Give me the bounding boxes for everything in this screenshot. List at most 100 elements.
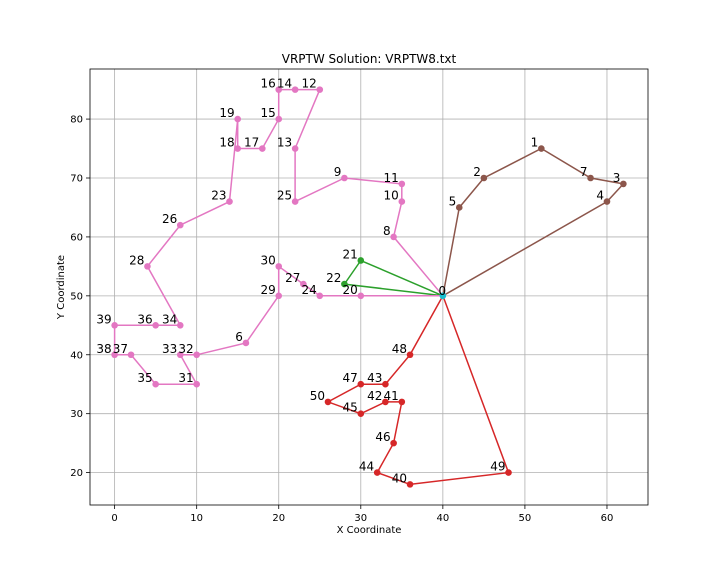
node-label-35: 35 bbox=[137, 371, 152, 385]
customer-point-42 bbox=[382, 398, 389, 406]
node-label-30: 30 bbox=[260, 253, 275, 267]
plot-frame bbox=[89, 68, 649, 506]
customer-point-38 bbox=[111, 351, 118, 359]
node-label-28: 28 bbox=[129, 253, 144, 267]
node-label-layer: 12 34567891011121314151617181920212223242… bbox=[96, 77, 620, 486]
route-line-4 bbox=[326, 295, 510, 486]
node-label-47: 47 bbox=[343, 371, 358, 385]
customer-point-43 bbox=[382, 380, 389, 388]
route-layer bbox=[111, 86, 627, 488]
x-axis-label: X Coordinate bbox=[337, 525, 402, 536]
node-label-10: 10 bbox=[384, 189, 399, 203]
customer-point-19 bbox=[234, 115, 242, 123]
customer-point-33 bbox=[176, 351, 184, 359]
customer-point-23 bbox=[226, 198, 233, 205]
node-label-36: 36 bbox=[137, 312, 152, 326]
node-label-14: 14 bbox=[277, 77, 292, 91]
node-label-24: 24 bbox=[301, 283, 316, 297]
node-label-17: 17 bbox=[244, 136, 259, 150]
customer-point-30 bbox=[275, 263, 283, 270]
y-tick-label: 50 bbox=[70, 291, 83, 302]
customer-point-46 bbox=[390, 439, 397, 447]
node-label-34: 34 bbox=[162, 312, 177, 326]
node-label-29: 29 bbox=[260, 283, 275, 297]
customer-point-13 bbox=[291, 145, 299, 152]
customer-point-18 bbox=[234, 145, 242, 152]
customer-point-34 bbox=[176, 321, 184, 329]
customer-point-28 bbox=[144, 263, 151, 270]
node-label-46: 46 bbox=[375, 430, 390, 444]
node-label-2: 2 bbox=[473, 165, 481, 179]
customer-point-24 bbox=[316, 292, 324, 300]
node-label-12: 12 bbox=[301, 77, 316, 91]
customer-point-27 bbox=[300, 280, 307, 288]
customer-point-15 bbox=[275, 115, 283, 123]
customer-point-29 bbox=[275, 292, 283, 300]
customer-point-41 bbox=[398, 398, 406, 406]
node-label-19: 19 bbox=[219, 106, 234, 120]
node-label-16: 16 bbox=[260, 77, 275, 91]
customer-point-21 bbox=[357, 257, 365, 264]
y-tick-label: 30 bbox=[70, 409, 83, 420]
x-tick-label: 40 bbox=[436, 513, 449, 524]
customer-point-49 bbox=[505, 469, 512, 476]
customer-point-6 bbox=[242, 339, 250, 347]
node-label-8: 8 bbox=[383, 224, 391, 238]
customer-point-35 bbox=[152, 380, 159, 388]
customer-point-48 bbox=[406, 351, 414, 359]
node-label-9: 9 bbox=[334, 165, 342, 179]
route-line-2 bbox=[343, 259, 444, 297]
customer-point-31 bbox=[193, 380, 200, 388]
node-label-18: 18 bbox=[219, 136, 234, 150]
x-tick-label: 30 bbox=[354, 513, 367, 524]
node-label-39: 39 bbox=[96, 312, 111, 326]
customer-point-50 bbox=[324, 398, 332, 406]
depot-label: 0 bbox=[439, 284, 447, 298]
customer-point-37 bbox=[127, 351, 135, 359]
x-tick-label: 50 bbox=[519, 513, 532, 524]
node-label-42: 42 bbox=[367, 389, 382, 403]
customer-point-40 bbox=[406, 481, 414, 488]
y-tick-label: 70 bbox=[70, 174, 83, 185]
customer-point-36 bbox=[152, 321, 159, 329]
customer-point-44 bbox=[373, 469, 381, 476]
customer-point-22 bbox=[341, 280, 348, 288]
node-label-31: 31 bbox=[178, 371, 193, 385]
customer-point-16 bbox=[275, 86, 283, 93]
node-label-23: 23 bbox=[211, 189, 226, 203]
node-label-3: 3 bbox=[613, 171, 621, 185]
customer-point-32 bbox=[193, 351, 200, 359]
node-label-4: 4 bbox=[596, 189, 604, 203]
customer-point-1 bbox=[538, 145, 545, 152]
customer-point-11 bbox=[398, 180, 406, 188]
customer-point-25 bbox=[291, 198, 299, 205]
node-label-15: 15 bbox=[260, 106, 275, 120]
node-label-7: 7 bbox=[580, 165, 588, 179]
customer-point-26 bbox=[176, 221, 184, 229]
customer-point-10 bbox=[398, 198, 406, 205]
node-label-27: 27 bbox=[285, 271, 300, 285]
customer-point-12 bbox=[316, 86, 324, 93]
node-label-25: 25 bbox=[277, 189, 292, 203]
customer-point-4 bbox=[603, 198, 611, 205]
y-tick-label: 80 bbox=[70, 115, 83, 126]
y-axis-label: Y Coordinate bbox=[56, 255, 67, 320]
customer-point-9 bbox=[341, 174, 348, 182]
customer-point-2 bbox=[480, 174, 488, 182]
customer-point-45 bbox=[357, 410, 365, 417]
node-label-21: 21 bbox=[343, 247, 358, 261]
y-tick-label: 60 bbox=[70, 232, 83, 243]
customer-point-7 bbox=[587, 174, 594, 182]
chart-title: VRPTW Solution: VRPTW8.txt bbox=[282, 52, 457, 66]
node-label-48: 48 bbox=[392, 342, 407, 356]
customer-point-3 bbox=[620, 180, 627, 188]
customer-point-39 bbox=[111, 321, 118, 329]
y-tick-label: 20 bbox=[70, 468, 83, 479]
node-label-1: 1 bbox=[531, 136, 539, 150]
x-tick-label: 0 bbox=[111, 513, 117, 524]
node-label-20: 20 bbox=[343, 283, 358, 297]
customer-point-5 bbox=[455, 204, 463, 211]
y-tick-label: 40 bbox=[70, 350, 83, 361]
